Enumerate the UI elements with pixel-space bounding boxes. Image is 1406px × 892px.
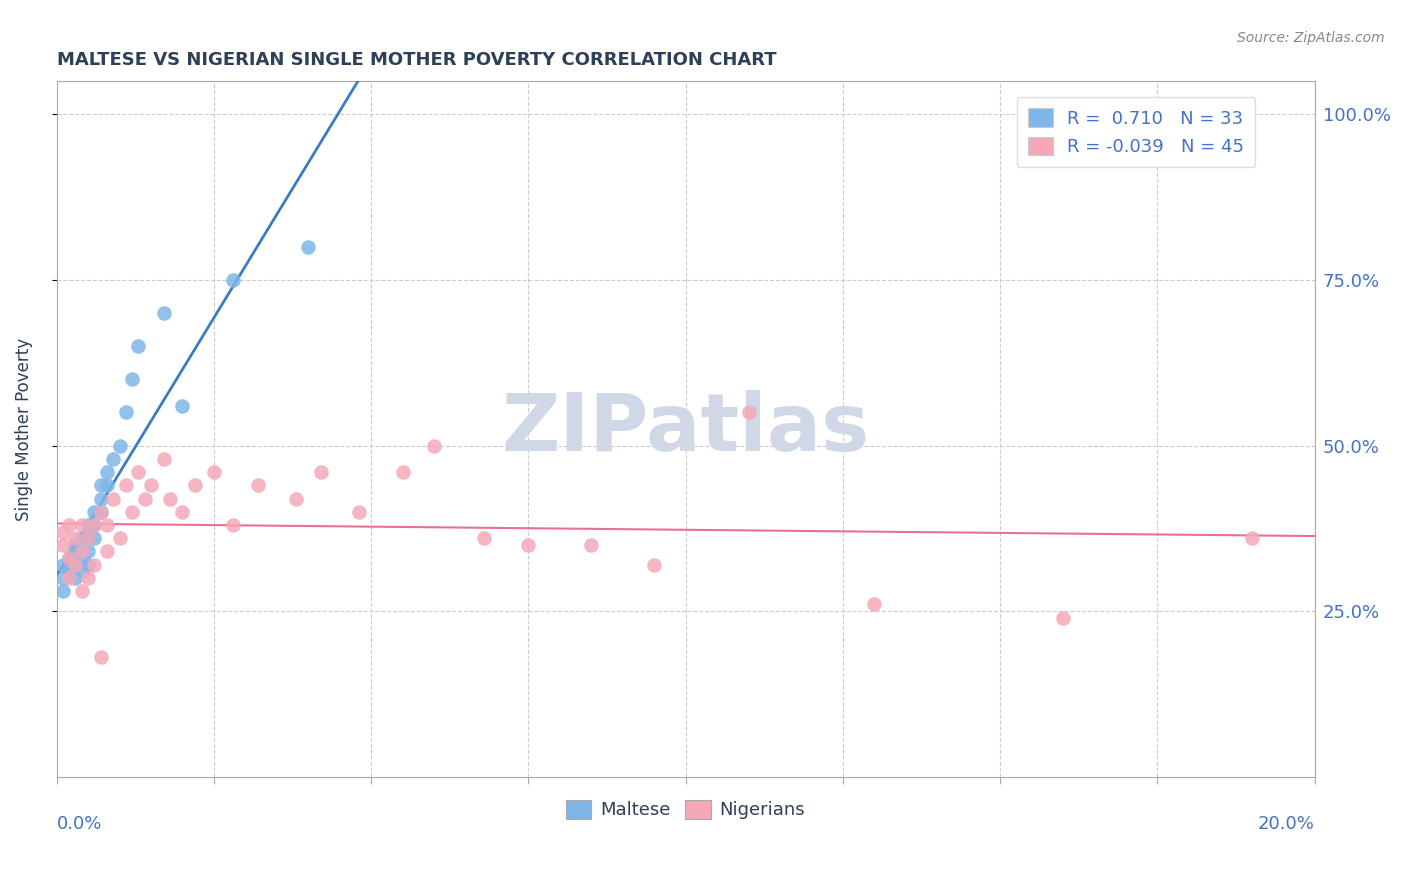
Point	[127, 465, 149, 479]
Point	[127, 339, 149, 353]
Point	[309, 465, 332, 479]
Point	[152, 306, 174, 320]
Text: MALTESE VS NIGERIAN SINGLE MOTHER POVERTY CORRELATION CHART: MALTESE VS NIGERIAN SINGLE MOTHER POVERT…	[56, 51, 776, 69]
Point	[52, 584, 75, 599]
Point	[581, 538, 603, 552]
Point	[347, 505, 370, 519]
Point	[83, 518, 105, 533]
Point	[96, 544, 118, 558]
Point	[159, 491, 181, 506]
Point	[108, 531, 131, 545]
Point	[52, 524, 75, 539]
Point	[96, 518, 118, 533]
Point	[77, 544, 100, 558]
Point	[121, 505, 143, 519]
Point	[172, 505, 194, 519]
Point	[65, 544, 87, 558]
Point	[58, 571, 80, 585]
Point	[222, 518, 245, 533]
Point	[77, 531, 100, 545]
Point	[472, 531, 495, 545]
Point	[58, 551, 80, 566]
Point	[58, 518, 80, 533]
Point	[65, 531, 87, 545]
Point	[139, 478, 162, 492]
Legend: Maltese, Nigerians: Maltese, Nigerians	[560, 793, 813, 827]
Point	[222, 273, 245, 287]
Point	[1240, 531, 1263, 545]
Point	[70, 531, 93, 545]
Point	[643, 558, 665, 572]
Point	[65, 558, 87, 572]
Point	[297, 240, 319, 254]
Text: ZIPatlas: ZIPatlas	[502, 390, 870, 468]
Point	[96, 465, 118, 479]
Point	[184, 478, 207, 492]
Point	[90, 491, 112, 506]
Point	[77, 558, 100, 572]
Point	[83, 505, 105, 519]
Y-axis label: Single Mother Poverty: Single Mother Poverty	[15, 337, 32, 521]
Point	[246, 478, 269, 492]
Point	[52, 571, 75, 585]
Point	[737, 405, 759, 419]
Point	[90, 505, 112, 519]
Text: 20.0%: 20.0%	[1258, 815, 1315, 833]
Point	[121, 372, 143, 386]
Point	[70, 584, 93, 599]
Point	[65, 558, 87, 572]
Point	[65, 571, 87, 585]
Point	[284, 491, 307, 506]
Text: Source: ZipAtlas.com: Source: ZipAtlas.com	[1237, 31, 1385, 45]
Point	[114, 405, 136, 419]
Point	[52, 538, 75, 552]
Point	[77, 518, 100, 533]
Point	[90, 478, 112, 492]
Point	[58, 551, 80, 566]
Point	[90, 650, 112, 665]
Point	[70, 551, 93, 566]
Point	[70, 544, 93, 558]
Text: 0.0%: 0.0%	[56, 815, 103, 833]
Point	[202, 465, 225, 479]
Point	[65, 538, 87, 552]
Point	[423, 438, 446, 452]
Point	[863, 598, 886, 612]
Point	[52, 558, 75, 572]
Point	[83, 518, 105, 533]
Point	[134, 491, 156, 506]
Point	[77, 571, 100, 585]
Point	[152, 451, 174, 466]
Point	[108, 438, 131, 452]
Point	[103, 451, 125, 466]
Point	[103, 491, 125, 506]
Point	[172, 399, 194, 413]
Point	[96, 478, 118, 492]
Point	[58, 565, 80, 579]
Point	[90, 505, 112, 519]
Point	[1052, 610, 1074, 624]
Point	[70, 518, 93, 533]
Point	[77, 531, 100, 545]
Point	[83, 558, 105, 572]
Point	[391, 465, 413, 479]
Point	[114, 478, 136, 492]
Point	[517, 538, 540, 552]
Point	[83, 531, 105, 545]
Point	[70, 565, 93, 579]
